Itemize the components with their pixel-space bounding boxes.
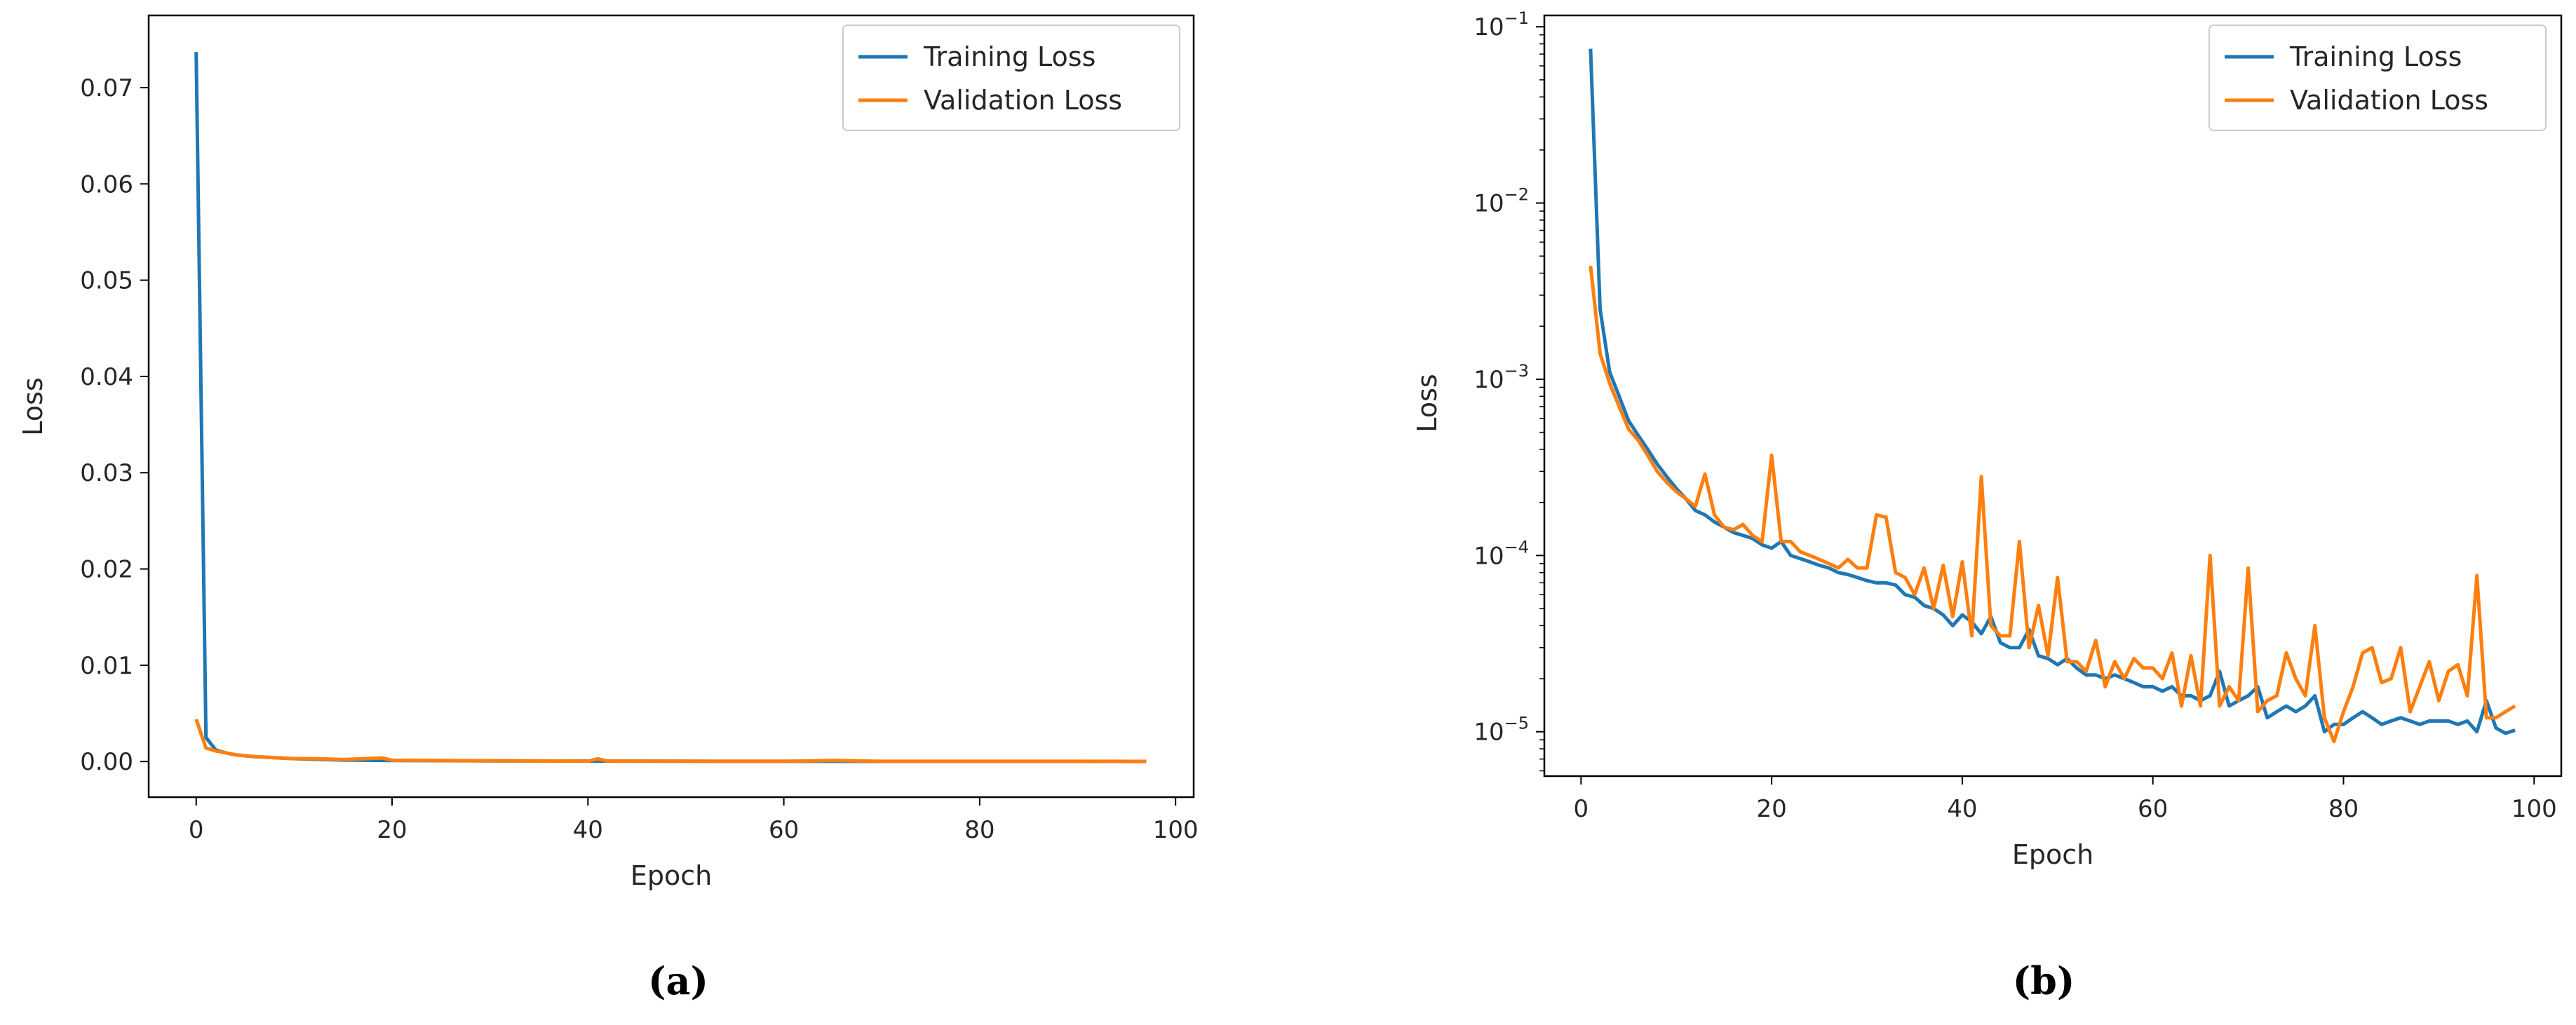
legend-a: Training Loss Validation Loss [842,25,1180,131]
panel-b-chart: 0 20 40 60 80 100 10−5 10−4 10−3 10−2 10−1 Epoch L… [1412,8,2563,870]
x-tick-label: 20 [1756,795,1786,823]
x-axis-title-a: Epoch [630,860,712,891]
series-layer-a [194,52,1147,763]
x-tick-label: 60 [2138,795,2168,823]
legend-entry-training: Training Loss [2289,41,2462,72]
x-tick-label: 40 [1947,795,1977,823]
series-line-training-a [194,52,1147,763]
series-line-training-b [1589,48,2516,735]
y-tick-label: 0.07 [80,74,133,102]
plot-area-b [1543,14,2563,778]
tick-layer-a: 0 20 40 60 80 100 0.00 0.01 0.02 0.03 0.04 0.05 0.06… [80,74,1198,844]
y-axis-title-b: Loss [1412,374,1443,432]
y-tick-label: 10−3 [1474,361,1529,394]
y-tick-label: 10−2 [1474,185,1529,218]
panel-b-label: (b) [2013,958,2075,1003]
x-tick-label: 80 [964,816,994,844]
y-tick-label: 10−1 [1474,8,1529,41]
x-tick-label: 100 [2511,795,2557,823]
y-tick-label: 0.03 [80,459,133,487]
panel-a-label: (a) [648,958,708,1003]
legend-entry-training: Training Loss [923,41,1095,72]
x-tick-label: 20 [377,816,407,844]
legend-entry-validation: Validation Loss [924,85,1122,116]
legend-frame [842,25,1180,131]
x-tick-label: 100 [1153,816,1199,844]
legend-entry-validation: Validation Loss [2290,85,2488,116]
panel-a-chart: 0 20 40 60 80 100 0.00 0.01 0.02 0.03 0.04 0.05 0.06… [18,14,1199,891]
y-tick-label: 0.00 [80,748,133,776]
tick-layer-b: 0 20 40 60 80 100 10−5 10−4 10−3 10−2 10−1 [1474,8,2556,823]
y-tick-label: 0.04 [80,363,133,391]
series-line-validation-b [1589,265,2516,744]
x-tick-label: 40 [573,816,603,844]
y-tick-label: 10−5 [1474,714,1529,747]
x-axis-title-b: Epoch [2012,839,2093,870]
y-tick-label: 10−4 [1474,537,1529,570]
x-tick-label: 60 [769,816,799,844]
legend-b: Training Loss Validation Loss [2209,25,2547,131]
y-tick-label: 0.05 [80,267,133,295]
legend-frame [2209,25,2547,131]
y-tick-label: 0.01 [80,652,133,680]
plot-area-a [147,14,1195,799]
y-axis-title-a: Loss [18,377,48,435]
y-tick-label: 0.06 [80,170,133,198]
series-line-validation-a [194,718,1147,763]
x-tick-label: 0 [189,816,204,844]
y-tick-label: 0.02 [80,556,133,584]
x-tick-label: 0 [1573,795,1589,823]
series-layer-b [1589,48,2516,744]
x-tick-label: 80 [2328,795,2359,823]
